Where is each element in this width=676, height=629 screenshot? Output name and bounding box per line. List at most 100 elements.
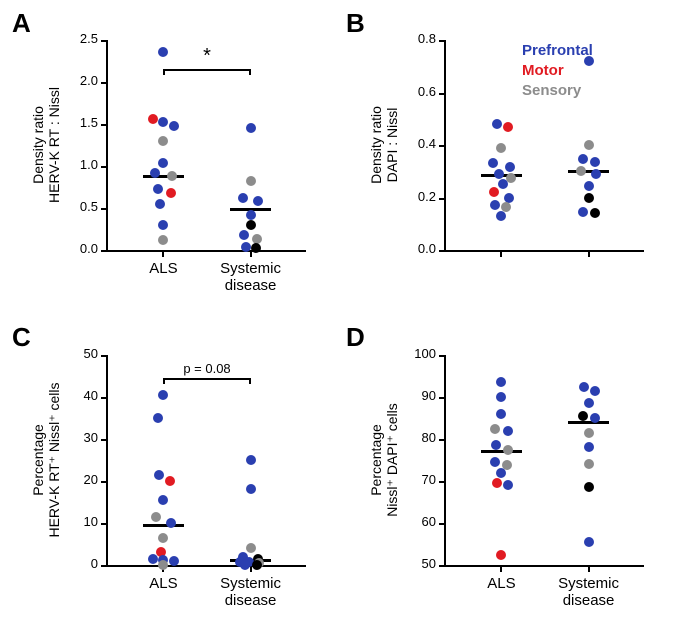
data-point (490, 200, 500, 210)
y-axis (106, 40, 108, 250)
data-point (246, 176, 256, 186)
data-point (494, 169, 504, 179)
data-point (238, 193, 248, 203)
data-point (506, 173, 516, 183)
panel-label-C: C (12, 322, 31, 353)
significance-bar (163, 69, 250, 71)
panel-label-B: B (346, 8, 365, 39)
significance-label: * (157, 45, 257, 68)
data-point (158, 158, 168, 168)
y-tick (101, 439, 108, 441)
data-point (155, 199, 165, 209)
panel-label-A: A (12, 8, 31, 39)
y-axis-label: PercentageHERV-K RT⁺ Nissl⁺ cells (30, 382, 62, 537)
y-tick (439, 145, 446, 147)
y-tick (101, 208, 108, 210)
y-tick (101, 397, 108, 399)
y-tick-label: 0.6 (400, 84, 436, 99)
y-tick (101, 355, 108, 357)
y-tick-label: 60 (400, 514, 436, 529)
data-point (153, 184, 163, 194)
x-tick (500, 565, 502, 572)
y-tick (101, 124, 108, 126)
data-point (153, 413, 163, 423)
data-point (240, 560, 250, 570)
data-point (241, 242, 251, 252)
legend-item: Motor (522, 62, 564, 79)
y-axis-label: Density ratioHERV-K RT : Nissl (30, 87, 62, 203)
data-point (591, 169, 601, 179)
y-axis-label: Density ratioDAPI : Nissl (368, 106, 400, 184)
y-tick (439, 198, 446, 200)
data-point (158, 495, 168, 505)
data-point (590, 413, 600, 423)
significance-bar (163, 378, 250, 380)
data-point (584, 442, 594, 452)
data-point (496, 143, 506, 153)
data-point (158, 560, 168, 570)
median-line (143, 175, 185, 178)
panel-label-D: D (346, 322, 365, 353)
data-point (491, 440, 501, 450)
y-tick-label: 50 (62, 346, 98, 361)
data-point (169, 121, 179, 131)
data-point (498, 179, 508, 189)
y-tick-label: 0.0 (62, 241, 98, 256)
median-line (143, 524, 185, 527)
data-point (154, 470, 164, 480)
significance-tick (249, 378, 251, 384)
data-point (576, 166, 586, 176)
y-tick-label: 80 (400, 430, 436, 445)
data-point (578, 411, 588, 421)
legend-item: Prefrontal (522, 42, 593, 59)
data-point (166, 518, 176, 528)
data-point (584, 181, 594, 191)
x-tick (500, 250, 502, 257)
y-tick-label: 20 (62, 472, 98, 487)
y-tick-label: 100 (400, 346, 436, 361)
y-tick-label: 0.0 (400, 241, 436, 256)
x-tick (588, 565, 590, 572)
x-tick (162, 250, 164, 257)
y-tick (439, 523, 446, 525)
y-tick (439, 355, 446, 357)
data-point (246, 123, 256, 133)
data-point (496, 211, 506, 221)
data-point (246, 455, 256, 465)
data-point (503, 480, 513, 490)
data-point (246, 220, 256, 230)
data-point (496, 409, 506, 419)
data-point (579, 382, 589, 392)
data-point (158, 117, 168, 127)
legend-item: Sensory (522, 82, 581, 99)
y-tick (439, 439, 446, 441)
y-tick-label: 30 (62, 430, 98, 445)
y-tick-label: 0.4 (400, 136, 436, 151)
data-point (584, 140, 594, 150)
data-point (166, 188, 176, 198)
y-tick-label: 2.0 (62, 73, 98, 88)
data-point (503, 426, 513, 436)
significance-tick (249, 69, 251, 75)
y-tick-label: 40 (62, 388, 98, 403)
y-tick (101, 40, 108, 42)
x-tick-label: Systemicdisease (196, 260, 306, 295)
y-tick (101, 82, 108, 84)
data-point (492, 478, 502, 488)
data-point (158, 533, 168, 543)
y-tick (439, 397, 446, 399)
y-tick-label: 1.0 (62, 157, 98, 172)
data-point (490, 457, 500, 467)
data-point (492, 119, 502, 129)
data-point (148, 554, 158, 564)
y-axis (106, 355, 108, 565)
data-point (167, 171, 177, 181)
y-tick-label: 70 (400, 472, 436, 487)
median-line (568, 421, 610, 424)
y-tick-label: 0.5 (62, 199, 98, 214)
data-point (158, 390, 168, 400)
y-tick (101, 565, 108, 567)
x-axis (106, 250, 306, 252)
data-point (584, 537, 594, 547)
data-point (488, 158, 498, 168)
